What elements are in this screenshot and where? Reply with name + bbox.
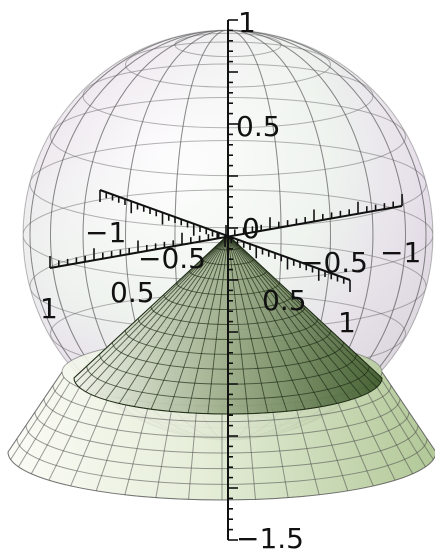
axes <box>49 19 403 541</box>
sphere-meridian <box>49 30 407 440</box>
lower-cone-ruling <box>246 405 256 500</box>
z-tick-label-neg-1.5: −1.5 <box>236 522 304 552</box>
lower-cone-ruling <box>18 382 71 468</box>
x-tick-label-neg-1: −1 <box>380 236 421 269</box>
sphere-meridian <box>125 30 331 440</box>
lower-cone-ruling <box>294 402 320 495</box>
y-tick-label-neg-1: −1 <box>85 216 126 249</box>
x-tick-label-0.5: 0.5 <box>110 276 155 309</box>
lower-cone-ruling <box>10 377 65 460</box>
y-tick-label-neg-0.5: −0.5 <box>138 242 206 275</box>
lower-cone-ruling <box>155 404 174 498</box>
sphere-meridian <box>174 30 282 440</box>
lower-cone-ruling <box>30 387 80 475</box>
sphere-meridian <box>29 30 427 440</box>
lower-cone-ruling <box>270 404 289 498</box>
lower-cone-ruling <box>95 399 129 491</box>
lower-cone-ruling <box>188 405 198 500</box>
y-tick-label-1: 1 <box>338 306 356 339</box>
lower-cone-ruling <box>315 399 349 491</box>
lower-cone-ruling <box>48 391 94 481</box>
sphere-meridian <box>82 30 374 440</box>
z-tick-label-1: 1 <box>238 6 256 39</box>
sphere-meridian <box>174 30 282 440</box>
y-tick-label-0.5: 0.5 <box>262 284 307 317</box>
lower-cone-ruling <box>373 382 426 468</box>
lower-cone-ruling <box>381 371 435 452</box>
lower-cone-ruling <box>364 387 414 475</box>
sphere-meridian <box>49 30 407 440</box>
sphere-meridian <box>29 30 427 440</box>
sphere-meridian <box>125 30 331 440</box>
x-tick-label-0: 0 <box>242 212 260 245</box>
x-tick-label-neg-0.5: −0.5 <box>300 246 368 279</box>
z-tick-label-0.5: 0.5 <box>236 110 281 143</box>
sphere-meridian <box>82 30 374 440</box>
lower-cone-ruling <box>334 395 374 487</box>
x-tick-label-1: 1 <box>40 292 58 325</box>
lower-cone-ruling <box>70 395 110 487</box>
lower-cone-ruling <box>124 402 150 495</box>
lower-cone-ruling <box>350 391 396 481</box>
lower-cone-ruling <box>7 371 63 453</box>
lower-cone-ruling <box>379 377 434 460</box>
